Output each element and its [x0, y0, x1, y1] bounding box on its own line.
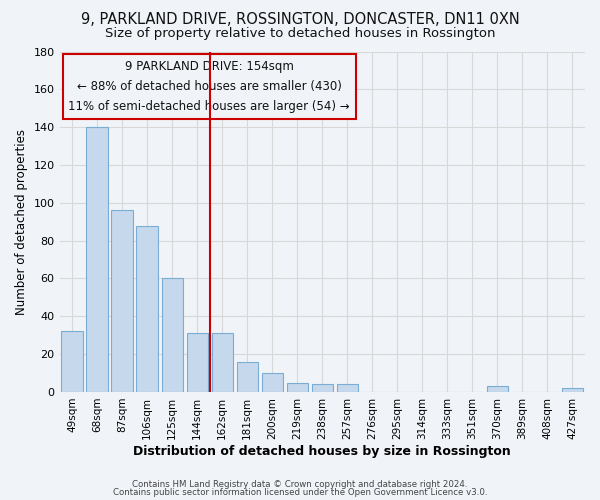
Bar	[212, 334, 233, 392]
Bar	[562, 388, 583, 392]
Bar	[86, 127, 108, 392]
Y-axis label: Number of detached properties: Number of detached properties	[15, 128, 28, 314]
Bar	[311, 384, 333, 392]
Bar	[112, 210, 133, 392]
Bar	[136, 226, 158, 392]
Text: 9, PARKLAND DRIVE, ROSSINGTON, DONCASTER, DN11 0XN: 9, PARKLAND DRIVE, ROSSINGTON, DONCASTER…	[80, 12, 520, 28]
Text: 9 PARKLAND DRIVE: 154sqm
← 88% of detached houses are smaller (430)
11% of semi-: 9 PARKLAND DRIVE: 154sqm ← 88% of detach…	[68, 60, 350, 113]
Bar	[487, 386, 508, 392]
Text: Contains public sector information licensed under the Open Government Licence v3: Contains public sector information licen…	[113, 488, 487, 497]
Text: Size of property relative to detached houses in Rossington: Size of property relative to detached ho…	[105, 28, 495, 40]
Bar	[61, 332, 83, 392]
Bar	[287, 382, 308, 392]
Text: Contains HM Land Registry data © Crown copyright and database right 2024.: Contains HM Land Registry data © Crown c…	[132, 480, 468, 489]
Bar	[187, 334, 208, 392]
Bar	[236, 362, 258, 392]
Bar	[262, 373, 283, 392]
Bar	[337, 384, 358, 392]
X-axis label: Distribution of detached houses by size in Rossington: Distribution of detached houses by size …	[133, 444, 511, 458]
Bar	[161, 278, 183, 392]
